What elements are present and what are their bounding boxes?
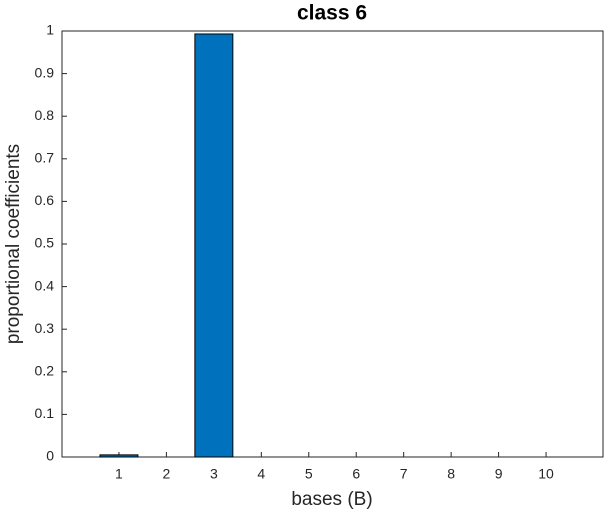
x-tick-label: 5 bbox=[305, 466, 313, 482]
x-tick-label: 3 bbox=[210, 466, 218, 482]
x-tick-label: 8 bbox=[447, 466, 455, 482]
y-tick-label: 0.7 bbox=[35, 150, 55, 166]
y-tick-label: 0.4 bbox=[35, 277, 55, 293]
y-tick-label: 0.8 bbox=[35, 107, 55, 123]
x-tick-label: 6 bbox=[352, 466, 360, 482]
bar bbox=[194, 33, 234, 458]
x-tick-label: 7 bbox=[400, 466, 408, 482]
y-tick-label: 0.1 bbox=[35, 405, 55, 421]
y-axis-label: proportional coefficients bbox=[3, 144, 24, 344]
y-tick-label: 0.3 bbox=[35, 320, 55, 336]
x-tick-label: 2 bbox=[163, 466, 171, 482]
x-tick-label: 10 bbox=[538, 466, 554, 482]
x-tick-label: 1 bbox=[115, 466, 123, 482]
x-axis-label: bases (B) bbox=[291, 489, 372, 510]
y-tick-label: 0 bbox=[46, 448, 54, 464]
y-tick-label: 1 bbox=[46, 22, 54, 38]
y-tick-label: 0.5 bbox=[35, 235, 55, 251]
y-tick-label: 0.2 bbox=[35, 363, 55, 379]
plot-area bbox=[61, 30, 604, 458]
x-tick-label: 4 bbox=[257, 466, 265, 482]
bar bbox=[99, 454, 139, 458]
y-tick-label: 0.9 bbox=[35, 64, 55, 80]
chart-title: class 6 bbox=[297, 2, 367, 25]
x-tick-label: 9 bbox=[495, 466, 503, 482]
y-tick-label: 0.6 bbox=[35, 192, 55, 208]
